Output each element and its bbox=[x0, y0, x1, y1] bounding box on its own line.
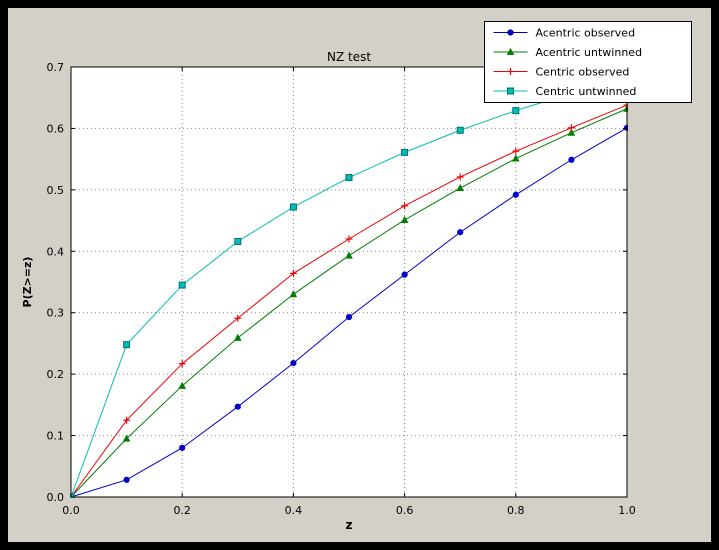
x-tick-label: 0.6 bbox=[396, 504, 414, 517]
x-axis-label: z bbox=[346, 518, 353, 532]
series-acentric-observed bbox=[70, 124, 628, 498]
legend-label: Acentric observed bbox=[536, 27, 636, 40]
y-tick-label: 0.0 bbox=[47, 491, 65, 504]
axes-border bbox=[70, 66, 628, 498]
legend-label: Centric untwinned bbox=[536, 85, 637, 98]
tick-marks bbox=[70, 66, 628, 498]
y-tick-label: 0.5 bbox=[47, 184, 65, 197]
x-tick-label: 0.2 bbox=[173, 504, 191, 517]
y-tick-label: 0.6 bbox=[47, 122, 65, 135]
y-tick-label: 0.2 bbox=[47, 368, 65, 381]
y-tick-label: 0.3 bbox=[47, 307, 65, 320]
x-tick-label: 0.8 bbox=[507, 504, 525, 517]
y-tick-label: 0.1 bbox=[47, 430, 65, 443]
legend-entry-acentric-observed: Acentric observed bbox=[493, 27, 636, 40]
y-tick-label: 0.4 bbox=[47, 245, 65, 258]
legend-label: Acentric untwinned bbox=[536, 46, 643, 59]
y-tick-label: 0.7 bbox=[47, 61, 65, 74]
x-tick-label: 0.4 bbox=[285, 504, 303, 517]
chart-title: NZ test bbox=[327, 50, 371, 64]
x-tick-label: 1.0 bbox=[618, 504, 636, 517]
legend-entry-centric-observed: Centric observed bbox=[493, 66, 630, 79]
legend: Acentric observed Acentric untwinned Centr… bbox=[484, 21, 692, 103]
y-axis-label: P(Z>=z) bbox=[21, 257, 34, 308]
x-tick-label: 0.0 bbox=[62, 504, 80, 517]
legend-label: Centric observed bbox=[536, 66, 630, 79]
plot-area bbox=[71, 67, 627, 497]
series-acentric-untwinned bbox=[70, 104, 628, 498]
legend-entry-acentric-untwinned: Acentric untwinned bbox=[493, 46, 643, 59]
legend-box bbox=[484, 21, 692, 103]
series-group bbox=[70, 73, 628, 498]
legend-entry-centric-untwinned: Centric untwinned bbox=[493, 85, 637, 98]
tick-labels: 0.0 0.2 0.4 0.6 0.8 1.0 0.0 0.1 0.2 0.3 0.4 0.5 0.6 0… bbox=[47, 61, 636, 517]
